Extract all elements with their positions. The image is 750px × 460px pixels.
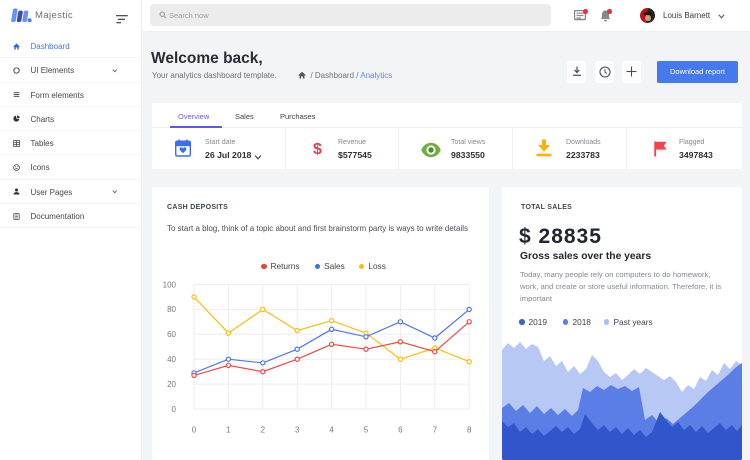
svg-text:7: 7 bbox=[433, 426, 438, 435]
svg-text:0: 0 bbox=[192, 426, 197, 435]
svg-text:6: 6 bbox=[398, 426, 403, 435]
svg-text:1: 1 bbox=[226, 426, 231, 435]
svg-text:60: 60 bbox=[167, 330, 176, 339]
svg-text:2: 2 bbox=[261, 426, 266, 435]
svg-text:4: 4 bbox=[329, 426, 334, 435]
svg-text:8: 8 bbox=[467, 426, 472, 435]
svg-text:0: 0 bbox=[172, 405, 177, 414]
svg-text:20: 20 bbox=[167, 380, 176, 389]
svg-text:100: 100 bbox=[163, 280, 177, 289]
svg-text:5: 5 bbox=[364, 426, 369, 435]
svg-text:3: 3 bbox=[295, 426, 300, 435]
svg-text:80: 80 bbox=[167, 305, 176, 314]
svg-text:40: 40 bbox=[167, 355, 176, 364]
